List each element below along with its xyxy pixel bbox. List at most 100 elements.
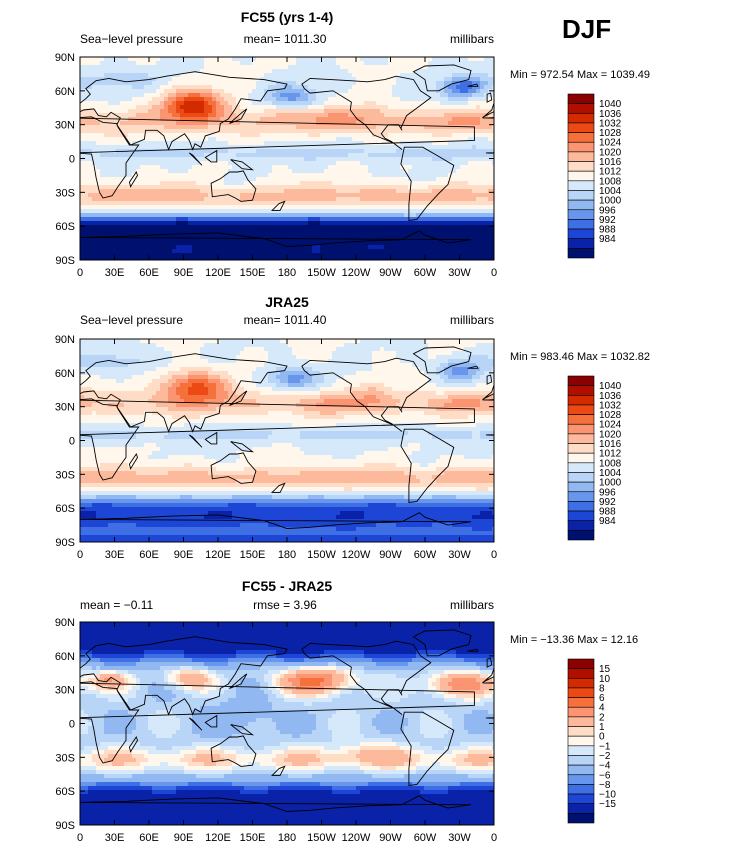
colorbar-box (567, 112, 595, 124)
coastline (128, 736, 138, 753)
lon-tick-label: 60W (414, 832, 437, 844)
lon-tick-label: 180 (278, 549, 296, 561)
colorbar-label: −2 (599, 751, 611, 762)
lon-tick-label: 0 (491, 267, 497, 279)
lon-tick-label: 90E (174, 267, 194, 279)
lat-tick-label: 90S (55, 255, 75, 267)
colorbar-label: 1016 (599, 439, 622, 450)
colorbar-box (567, 161, 595, 172)
lon-tick-label: 60E (139, 267, 159, 279)
colorbar-box (567, 716, 595, 727)
colorbar-box (567, 706, 595, 718)
colorbar-box (567, 452, 595, 464)
colorbar-box (567, 491, 595, 502)
min-max-label: Min = 972.54 Max = 1039.49 (510, 69, 650, 81)
colorbar-label: 1024 (599, 138, 622, 149)
coastline (188, 717, 203, 731)
lat-tick-label: 60N (55, 86, 75, 98)
lon-tick-label: 30W (448, 549, 471, 561)
colorbar-box (567, 248, 595, 259)
coastline (230, 724, 255, 736)
coastline (188, 434, 203, 448)
colorbar-label: 1012 (599, 449, 622, 460)
lon-tick-label: 30E (105, 267, 125, 279)
units-label: millibars (450, 313, 494, 327)
coastline (204, 714, 218, 728)
coastline (645, 160, 667, 170)
lon-tick-label: 180 (278, 832, 296, 844)
coastline (188, 152, 203, 166)
coastlines (80, 346, 699, 529)
lon-tick-label: 30W (448, 267, 471, 279)
coastlines (80, 64, 699, 247)
coastline (619, 716, 631, 727)
colorbar-box (567, 141, 595, 153)
colorbar-box (567, 151, 595, 162)
coastline (625, 736, 670, 767)
colorbar-label: 1020 (599, 147, 622, 158)
colorbar-label: 1000 (599, 196, 622, 207)
lat-tick-label: 0 (69, 719, 75, 731)
colorbar-box (567, 219, 595, 230)
coastline (686, 201, 699, 210)
lon-tick-label: 90W (379, 549, 402, 561)
coastline (80, 353, 288, 433)
lon-tick-label: 150W (307, 832, 336, 844)
coastline (686, 483, 699, 492)
coastline (229, 108, 248, 124)
colorbar-box (567, 530, 595, 541)
season-label: DJF (562, 14, 612, 44)
panel-title: FC55 (yrs 1-4) (241, 9, 334, 25)
coastline (544, 454, 552, 469)
colorbar-box (567, 443, 595, 454)
coastline (544, 737, 552, 752)
coastline (80, 512, 472, 529)
coastline (644, 674, 661, 689)
panel-title: JRA25 (265, 294, 309, 310)
colorbar-label: 1004 (599, 468, 622, 479)
coastline (230, 441, 255, 453)
colorbar-box (567, 462, 595, 473)
lon-tick-label: 0 (491, 549, 497, 561)
coastline (467, 83, 479, 87)
coastline (80, 116, 475, 199)
lat-tick-label: 60N (55, 651, 75, 663)
lon-tick-label: 90E (174, 832, 194, 844)
colorbar-box (567, 122, 595, 133)
colorbar-box (567, 414, 595, 425)
coastline (625, 171, 670, 202)
coastline (301, 75, 432, 150)
lon-tick-label: 0 (491, 832, 497, 844)
colorbar-box (567, 394, 595, 406)
lon-tick-label: 120E (205, 549, 231, 561)
lon-tick-label: 30E (105, 549, 125, 561)
colorbar-box (567, 433, 595, 444)
coastline (271, 482, 286, 493)
colorbar-box (567, 658, 595, 669)
coastline (301, 640, 432, 715)
lat-tick-label: 0 (69, 154, 75, 166)
coastline (210, 452, 257, 484)
coastline (486, 657, 493, 668)
colorbar-label: 1008 (599, 176, 622, 187)
coastline (204, 149, 218, 163)
colorbar-label: −8 (599, 780, 611, 791)
coastline (210, 170, 257, 202)
lat-tick-label: 30S (55, 752, 75, 764)
colorbar-label: −1 (599, 741, 611, 752)
coastline (544, 172, 552, 187)
colorbar-label: −6 (599, 770, 611, 781)
coastline (230, 159, 255, 171)
colorbar-box (567, 755, 595, 766)
lon-tick-label: 90W (379, 832, 402, 844)
coastline (625, 453, 670, 484)
colorbar-label: 8 (599, 683, 605, 694)
coastline (603, 718, 616, 730)
coastline (400, 711, 455, 787)
coastline (482, 117, 494, 154)
colorbar-label: 996 (599, 205, 616, 216)
colorbar-box (567, 404, 595, 415)
